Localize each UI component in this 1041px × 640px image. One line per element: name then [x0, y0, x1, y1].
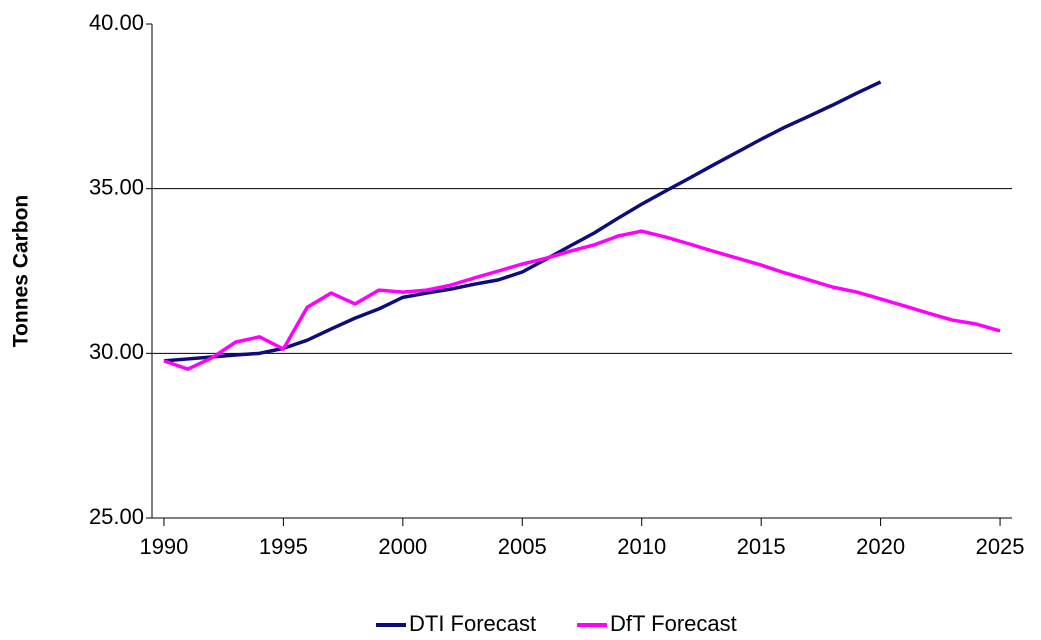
x-tick-label: 2025	[976, 534, 1025, 559]
x-tick-label: 2015	[737, 534, 786, 559]
y-tick-label: 30.00	[89, 339, 144, 364]
legend-label: DTI Forecast	[409, 611, 536, 636]
y-axis-label: Tonnes Carbon	[10, 195, 33, 347]
y-tick-label: 40.00	[89, 10, 144, 35]
x-tick-label: 2010	[617, 534, 666, 559]
x-tick-label: 2005	[498, 534, 547, 559]
data-line	[163, 229, 1001, 371]
x-tick-label: 1990	[139, 534, 188, 559]
x-tick-label: 2020	[856, 534, 905, 559]
legend-label: DfT Forecast	[610, 611, 737, 636]
y-tick-label: 35.00	[89, 174, 144, 199]
y-tick-label: 25.00	[89, 504, 144, 529]
x-tick-label: 2000	[378, 534, 427, 559]
data-line	[163, 80, 882, 363]
x-tick-label: 1995	[259, 534, 308, 559]
